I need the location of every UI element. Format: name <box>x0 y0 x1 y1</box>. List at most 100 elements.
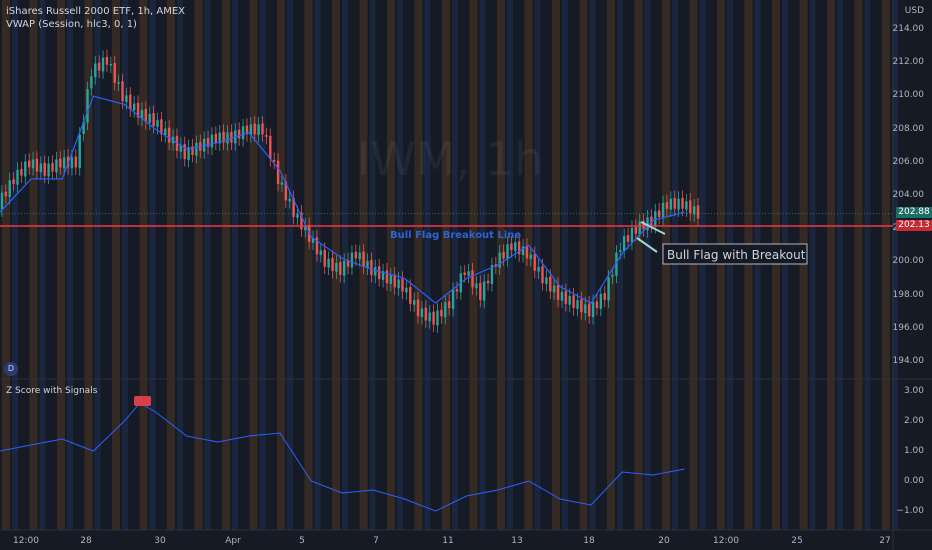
candle-body <box>121 81 124 102</box>
currency-label[interactable]: USD <box>904 6 924 16</box>
candle-body <box>280 182 284 185</box>
session-band <box>259 0 266 530</box>
session-band <box>314 0 321 530</box>
zscore-title[interactable]: Z Score with Signals <box>6 386 98 396</box>
candle-body <box>533 253 536 271</box>
zscore-tick-label: 3.00 <box>903 386 924 396</box>
candle-body <box>654 211 657 227</box>
candle-body <box>164 128 167 136</box>
candle-body <box>292 197 295 218</box>
candle-body <box>8 180 11 198</box>
candle-body <box>156 120 159 127</box>
candle-body <box>517 241 521 255</box>
candle-body <box>253 123 256 135</box>
candle-body <box>416 299 420 317</box>
candle-body <box>440 309 443 317</box>
candle-body <box>70 157 74 169</box>
session-band <box>634 0 643 530</box>
candle-body <box>506 244 509 260</box>
price-tick-label: 196.00 <box>892 322 925 333</box>
candle-body <box>342 260 346 276</box>
candle-body <box>436 310 439 326</box>
symbol-title[interactable]: iShares Russell 2000 ETF, 1h, AMEX <box>6 6 186 17</box>
session-band <box>442 0 450 530</box>
dividend-badge-icon[interactable]: D <box>4 362 18 376</box>
candle-body <box>51 162 54 172</box>
candle-body <box>214 133 218 143</box>
candle-body <box>650 216 653 226</box>
candle-body <box>405 287 408 293</box>
candle-body <box>346 260 350 267</box>
candle-body <box>447 301 451 309</box>
candle-body <box>471 270 474 288</box>
candle-body <box>409 286 412 304</box>
session-band <box>717 0 725 530</box>
candle-body <box>195 142 198 156</box>
session-band <box>249 0 258 530</box>
candle-body <box>424 307 428 321</box>
candle-body <box>331 257 334 271</box>
session-band <box>139 0 148 530</box>
candle-body <box>591 302 595 318</box>
candle-body <box>529 254 533 260</box>
session-band <box>662 0 670 530</box>
candle-body <box>580 299 583 313</box>
candle-body <box>218 132 221 144</box>
session-band <box>827 0 835 530</box>
candle-body <box>179 145 183 152</box>
candle-body <box>4 191 8 197</box>
candle-body <box>692 206 696 215</box>
candle-body <box>564 291 568 304</box>
candle-body <box>681 197 684 209</box>
session-band <box>607 0 615 530</box>
session-band <box>562 0 568 530</box>
session-band <box>782 0 788 530</box>
candle-body <box>132 103 136 111</box>
candle-body <box>428 312 431 322</box>
session-band <box>864 0 871 530</box>
price-tick-label: 206.00 <box>892 156 925 167</box>
session-band <box>534 0 541 530</box>
candle-body <box>187 147 190 160</box>
time-tick-label: 13 <box>511 536 523 546</box>
candle-body <box>354 251 358 259</box>
candle-body <box>191 146 194 155</box>
candle-body <box>401 278 404 292</box>
vwap-indicator-title[interactable]: VWAP (Session, hlc3, 0, 1) <box>6 19 137 30</box>
candle-body <box>230 131 233 143</box>
candle-body <box>552 285 556 293</box>
flag-label-box <box>662 243 808 265</box>
price-tick-label: 212.00 <box>892 57 925 68</box>
session-band <box>589 0 596 530</box>
candle-body <box>288 198 291 202</box>
candle-body <box>595 301 599 309</box>
session-band <box>149 0 156 530</box>
session-band <box>39 0 46 530</box>
candle-body <box>0 192 4 210</box>
session-band <box>579 0 588 530</box>
candle-body <box>619 250 622 252</box>
candle-body <box>541 266 544 284</box>
candle-body <box>479 282 482 300</box>
candle-body <box>105 56 109 65</box>
candle-body <box>525 245 529 259</box>
session-band <box>617 0 623 530</box>
candle-body <box>677 198 680 210</box>
breakout-line-label: Bull Flag Breakout Line <box>390 230 521 241</box>
flag-line-upper <box>640 221 666 235</box>
session-band <box>744 0 753 530</box>
candle-body <box>265 135 268 137</box>
session-band <box>809 0 816 530</box>
signal-marker <box>134 396 151 406</box>
candle-body <box>148 113 151 123</box>
candle-body <box>86 89 89 123</box>
candle-body <box>315 237 319 255</box>
candle-body <box>514 242 517 251</box>
candle-body <box>673 197 676 209</box>
price-tick-label: 214.00 <box>892 24 925 34</box>
session-band <box>524 0 533 530</box>
session-band <box>424 0 431 530</box>
session-band <box>167 0 175 530</box>
candle-body <box>74 156 78 168</box>
